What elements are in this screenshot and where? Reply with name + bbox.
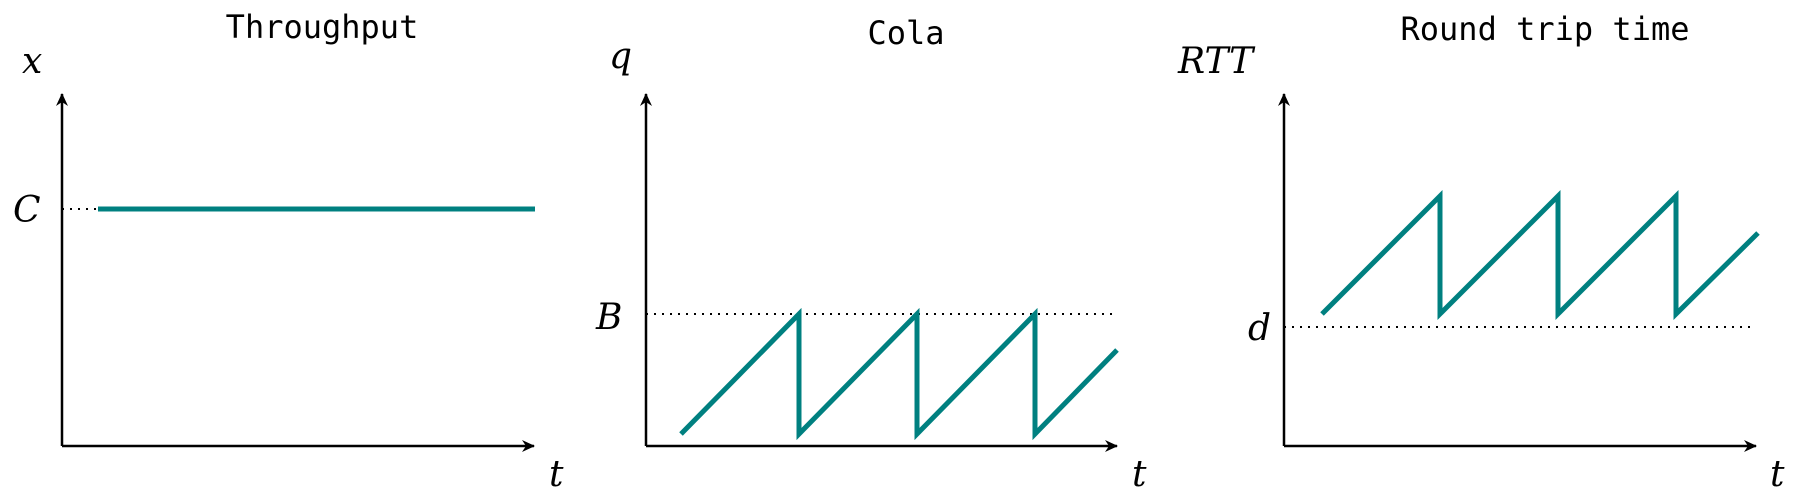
panel-title: Throughput [226,8,419,46]
guide-label: d [1248,308,1271,349]
x-axis-label: t [549,454,564,495]
queue-trace [679,307,1119,441]
guide-label: B [595,297,622,338]
x-axis-label: t [1132,454,1147,495]
y-axis-label: q [609,36,632,77]
panel-round-trip-time: Round trip time RTT t d [1177,10,1785,495]
panel-title: Round trip time [1401,10,1690,48]
y-axis-label: x [22,41,42,82]
x-axis-label: t [1770,454,1785,495]
panel-throughput: Throughput x t C [13,8,564,495]
guide-label: C [13,190,41,231]
panel-title: Cola [867,14,944,52]
y-axis-label: RTT [1177,41,1256,82]
rtt-trace [1320,189,1760,321]
panel-cola: Cola q t B [595,14,1147,495]
